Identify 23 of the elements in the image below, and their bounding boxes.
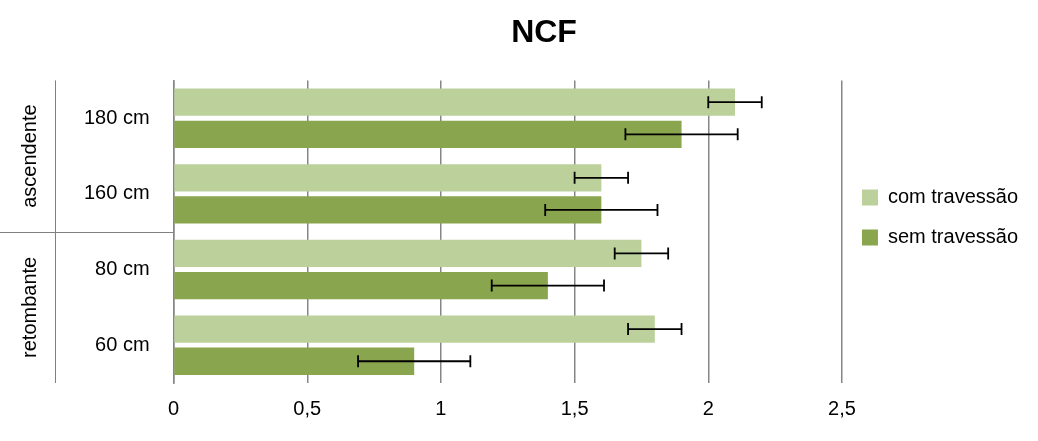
x-tick-label: 0 [168,396,180,419]
bar [174,271,548,300]
x-tick-label: 2,5 [828,396,856,419]
x-tick-label: 0,5 [293,396,322,419]
x-tick-label: 2 [702,396,714,419]
bar [174,239,642,268]
legend-label: sem travessão [887,225,1019,248]
text: retombante [17,256,40,358]
bar [174,347,415,375]
bar [174,196,602,224]
bar [174,315,655,343]
y-tick-label: 160 cm [83,181,150,204]
chart-title: NCF [511,13,577,50]
y-tick-label: 80 cm [95,257,150,280]
y-tick-label: 60 cm [95,332,150,355]
x-tick-label: 1 [435,396,447,419]
text: ascendente [17,104,40,208]
bar [174,120,682,148]
x-tick-label: 1,5 [560,396,589,419]
bar [174,164,602,192]
legend-label: com travessão [887,185,1019,208]
bar [174,88,736,116]
y-tick-label: 180 cm [83,105,150,128]
